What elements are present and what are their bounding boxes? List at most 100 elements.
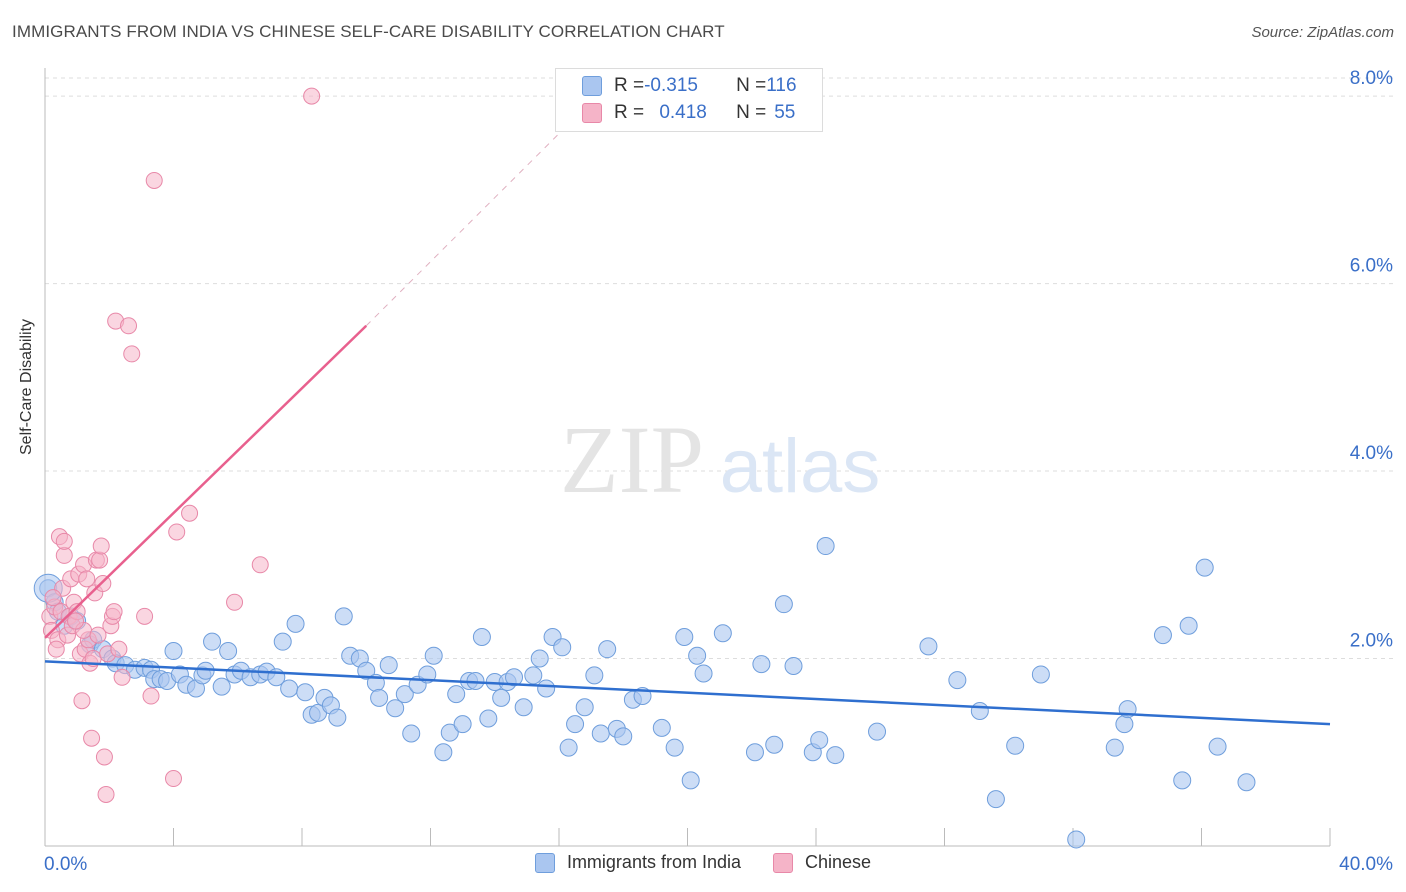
chinese-point <box>136 607 154 625</box>
chinese-point <box>120 317 138 335</box>
india-point <box>1067 830 1086 849</box>
chinese-points <box>41 87 321 803</box>
y-tick-label: 6.0% <box>1350 256 1393 277</box>
chinese-point <box>95 748 113 766</box>
india-point <box>1237 773 1256 792</box>
india-point <box>652 718 671 737</box>
india-point <box>434 743 453 762</box>
chinese-point <box>67 612 85 630</box>
legend-row-india: R = -0.315 N = 116 <box>582 74 797 98</box>
chinese-point <box>181 504 199 522</box>
india-point <box>614 727 633 746</box>
india-point <box>688 646 707 665</box>
legend-swatch-chinese <box>582 103 602 123</box>
legend-n-value: 55 <box>774 102 796 123</box>
india-point <box>752 655 771 674</box>
chinese-point <box>145 171 163 189</box>
chinese-point <box>226 593 244 611</box>
chinese-point <box>44 589 62 607</box>
chart-title: IMMIGRANTS FROM INDIA VS CHINESE SELF-CA… <box>12 22 725 41</box>
legend-r-value: 0.418 <box>659 102 707 123</box>
y-tick-label: 8.0% <box>1350 68 1393 89</box>
y-tick-label: 2.0% <box>1350 631 1393 652</box>
india-point <box>986 790 1005 809</box>
india-point <box>774 595 793 614</box>
india-point <box>1115 715 1134 734</box>
tick-labels: 2.0% 4.0% 6.0% 8.0% 0.0% 40.0% <box>44 68 1393 875</box>
y-axis-label: Self-Care Disability <box>18 318 35 455</box>
chinese-point <box>83 729 101 747</box>
india-point <box>816 537 835 556</box>
legend-swatch-chinese <box>773 852 793 873</box>
india-point <box>810 731 829 750</box>
chinese-point <box>47 640 65 658</box>
chinese-point <box>92 537 110 555</box>
legend-n-label: N = <box>736 75 767 96</box>
india-point <box>395 685 414 704</box>
legend-row-chinese: R = 0.418 N = 55 <box>582 101 795 125</box>
india-point <box>559 738 578 757</box>
india-point <box>665 738 684 757</box>
chinese-point <box>55 532 73 550</box>
india-point <box>1179 616 1198 635</box>
india-point <box>591 724 610 743</box>
india-point <box>479 709 498 728</box>
chinese-point <box>251 556 269 574</box>
india-point <box>296 683 315 702</box>
chinese-point <box>73 692 91 710</box>
india-point <box>424 646 443 665</box>
india-point <box>164 642 183 661</box>
legend-swatch-india <box>534 852 555 873</box>
chinese-point <box>89 626 107 644</box>
india-point <box>868 722 887 741</box>
india-point <box>357 661 376 680</box>
india-point <box>1195 558 1214 577</box>
india-point <box>447 685 466 704</box>
legend-n-value: 116 <box>766 75 797 96</box>
chinese-point <box>113 668 131 686</box>
india-point <box>537 679 556 698</box>
axes <box>44 68 1331 847</box>
india-point <box>530 649 549 668</box>
india-point <box>1208 737 1227 756</box>
india-point <box>598 640 617 659</box>
india-point <box>212 677 231 696</box>
legend-r-label: R = <box>614 75 645 96</box>
chinese-point <box>142 687 160 705</box>
legend-r-label: R = <box>614 102 645 123</box>
india-point <box>280 679 299 698</box>
india-point <box>919 637 938 656</box>
india-point <box>745 743 764 762</box>
watermark-atlas: atlas <box>720 424 881 509</box>
india-point <box>472 627 491 646</box>
india-point <box>553 638 572 657</box>
india-point <box>1153 626 1172 645</box>
india-point <box>492 688 511 707</box>
chinese-point <box>110 640 128 658</box>
india-point <box>402 724 421 743</box>
chinese-point <box>91 551 109 569</box>
india-point <box>694 664 713 683</box>
trend-lines <box>44 133 1331 726</box>
india-point <box>370 688 389 707</box>
india-point <box>219 642 238 661</box>
chinese-point <box>78 570 96 588</box>
grid-lines <box>45 77 1393 660</box>
india-point <box>566 715 585 734</box>
india-point <box>970 702 989 721</box>
chinese-point <box>168 523 186 541</box>
chinese-trend-extension <box>365 133 560 327</box>
india-point <box>681 771 700 790</box>
india-point <box>948 671 967 690</box>
x-tick-label-min: 0.0% <box>44 854 87 875</box>
india-point <box>514 698 533 717</box>
chinese-point <box>123 345 141 363</box>
legend-label-chinese: Chinese <box>805 852 872 872</box>
india-point <box>453 715 472 734</box>
india-point <box>826 746 845 765</box>
legend-item-india: Immigrants from India <box>534 852 741 873</box>
series-legend: Immigrants from India Chinese <box>0 852 1406 873</box>
india-point <box>505 668 524 687</box>
india-point <box>784 657 803 676</box>
